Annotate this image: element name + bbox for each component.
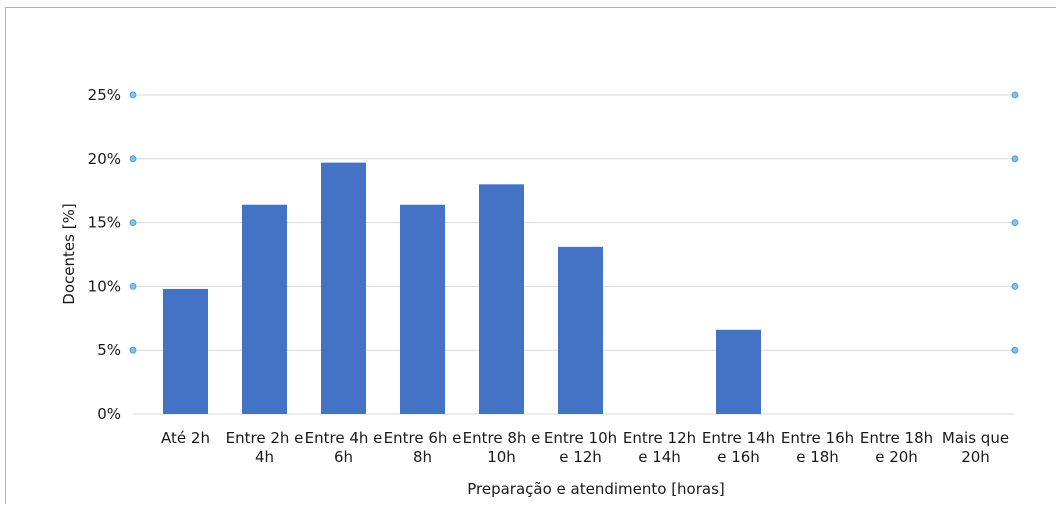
gridline-marker (129, 346, 137, 354)
y-tick-label: 20% (88, 150, 121, 168)
x-tick-label: Mais que 20h (942, 429, 1009, 466)
x-tick-label: Até 2h (161, 429, 210, 447)
y-tick-label: 0% (97, 405, 121, 423)
y-tick-label: 10% (88, 277, 121, 295)
gridline-marker (129, 91, 137, 99)
gridline-marker (129, 282, 137, 290)
bar (163, 288, 208, 414)
bars (163, 162, 761, 414)
gridline-marker (1011, 219, 1019, 227)
gridline-marker (1011, 155, 1019, 163)
gridline-marker (1011, 282, 1019, 290)
x-tick-label: Entre 8h e 10h (463, 429, 541, 466)
bar (558, 246, 603, 414)
x-tick-label: Entre 12h e 14h (623, 429, 696, 466)
gridline-marker (1011, 346, 1019, 354)
x-tick-label: Entre 10h e 12h (544, 429, 617, 466)
x-tick-label: Entre 14h e 16h (702, 429, 775, 466)
y-tick-label: 15% (88, 214, 121, 232)
x-tick-label: Entre 4h e 6h (305, 429, 383, 466)
y-tick-label: 25% (88, 86, 121, 104)
x-tick-label: Entre 2h e 4h (226, 429, 304, 466)
x-axis-label: Preparação e atendimento [horas] (467, 480, 725, 498)
gridline-markers (129, 91, 1019, 354)
bar (716, 329, 761, 414)
chart-frame (5, 7, 1056, 504)
gridline-marker (129, 155, 137, 163)
y-tick-label: 5% (97, 341, 121, 359)
y-axis-label: Docentes [%] (60, 203, 78, 304)
bar (321, 162, 366, 414)
x-tick-label: Entre 18h e 20h (860, 429, 933, 466)
gridline-marker (1011, 91, 1019, 99)
y-tick-labels: 0% 5% 10% 15% 20% 25% (88, 86, 121, 423)
gridline-marker (129, 219, 137, 227)
x-tick-label: Entre 16h e 18h (781, 429, 854, 466)
x-tick-label: Entre 6h e 8h (384, 429, 462, 466)
bar (479, 184, 524, 414)
bar (400, 204, 445, 414)
bar (242, 204, 287, 414)
